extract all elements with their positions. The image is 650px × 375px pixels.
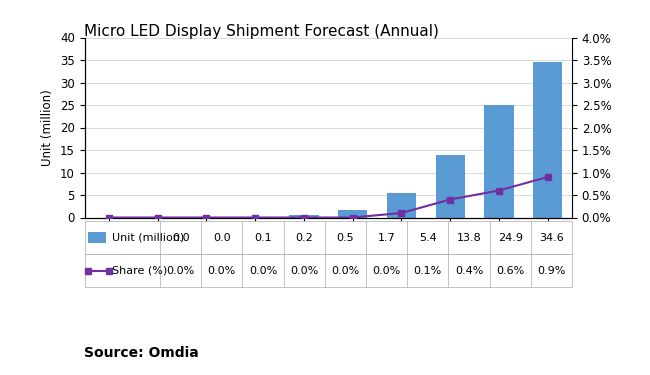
Text: 24.9: 24.9 xyxy=(498,233,523,243)
Text: 0.0%: 0.0% xyxy=(249,266,277,276)
Text: Unit (million): Unit (million) xyxy=(112,233,185,243)
Text: 0.2: 0.2 xyxy=(295,233,313,243)
Text: 0.4%: 0.4% xyxy=(455,266,483,276)
Text: 34.6: 34.6 xyxy=(539,233,564,243)
Bar xyxy=(533,62,562,217)
Text: 13.8: 13.8 xyxy=(457,233,482,243)
Y-axis label: Unit (million): Unit (million) xyxy=(42,89,55,166)
Text: 0.5: 0.5 xyxy=(337,233,354,243)
Bar xyxy=(289,215,318,217)
Text: 0.6%: 0.6% xyxy=(496,266,525,276)
Text: 0.1: 0.1 xyxy=(254,233,272,243)
Text: 0.1%: 0.1% xyxy=(413,266,442,276)
Text: 0.9%: 0.9% xyxy=(537,266,566,276)
Text: 1.7: 1.7 xyxy=(378,233,395,243)
Text: 0.0%: 0.0% xyxy=(332,266,359,276)
Text: Share (%): Share (%) xyxy=(112,266,168,276)
Text: 0.0%: 0.0% xyxy=(372,266,401,276)
Bar xyxy=(387,193,416,217)
Text: 0.0%: 0.0% xyxy=(290,266,318,276)
Bar xyxy=(436,155,465,218)
Text: Micro LED Display Shipment Forecast (Annual): Micro LED Display Shipment Forecast (Ann… xyxy=(84,24,439,39)
Text: 0.0%: 0.0% xyxy=(166,266,195,276)
Bar xyxy=(338,210,367,218)
Text: 5.4: 5.4 xyxy=(419,233,437,243)
Text: 0.0: 0.0 xyxy=(172,233,189,243)
Bar xyxy=(484,105,514,218)
Text: 0.0: 0.0 xyxy=(213,233,231,243)
Text: 0.0%: 0.0% xyxy=(208,266,236,276)
Text: Source: Omdia: Source: Omdia xyxy=(84,346,200,360)
